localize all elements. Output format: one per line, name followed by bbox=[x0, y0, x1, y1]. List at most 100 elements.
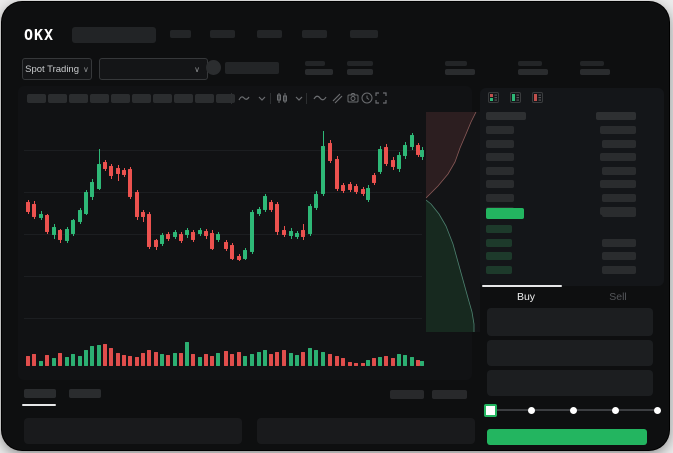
candle bbox=[65, 229, 69, 241]
volume-bar bbox=[65, 357, 69, 366]
nav-item[interactable] bbox=[170, 30, 191, 38]
volume-bar bbox=[32, 354, 36, 366]
ask-amount bbox=[600, 153, 636, 161]
history-icon[interactable] bbox=[360, 91, 374, 105]
volume-bar bbox=[116, 353, 120, 366]
ticker-stat-label bbox=[518, 61, 542, 66]
volume-bar bbox=[314, 350, 318, 366]
timeframe-button[interactable] bbox=[132, 94, 151, 103]
timeframe-button[interactable] bbox=[195, 94, 214, 103]
candle bbox=[204, 231, 208, 236]
candle bbox=[216, 234, 220, 240]
candle bbox=[97, 164, 101, 189]
timeframe-button[interactable] bbox=[174, 94, 193, 103]
candle bbox=[403, 145, 407, 156]
ask-price bbox=[486, 166, 514, 175]
camera-icon[interactable] bbox=[346, 91, 360, 105]
candle bbox=[52, 227, 56, 235]
candle bbox=[116, 168, 120, 174]
volume-bar bbox=[90, 346, 94, 366]
timeframe-button[interactable] bbox=[90, 94, 109, 103]
volume-bar bbox=[328, 354, 332, 366]
candle bbox=[210, 233, 214, 249]
indicators-icon[interactable] bbox=[313, 91, 327, 105]
timeframe-button[interactable] bbox=[69, 94, 88, 103]
candle bbox=[179, 234, 183, 241]
volume-bar bbox=[335, 356, 339, 366]
candlestick-chart[interactable] bbox=[24, 112, 424, 337]
market-type-dropdown[interactable]: Spot Trading ∨ bbox=[22, 58, 92, 80]
order-input-field[interactable] bbox=[487, 340, 653, 366]
candle bbox=[391, 160, 395, 167]
candle bbox=[78, 210, 82, 222]
chart-gridline bbox=[24, 150, 422, 151]
buy-submit-button[interactable] bbox=[487, 429, 647, 445]
slider-handle[interactable] bbox=[484, 404, 497, 417]
volume-bar bbox=[250, 354, 254, 366]
nav-item[interactable] bbox=[350, 30, 378, 38]
bottom-tab[interactable] bbox=[24, 389, 56, 398]
candle bbox=[32, 204, 36, 217]
volume-bar bbox=[216, 353, 220, 366]
slider-stop[interactable] bbox=[570, 406, 577, 414]
order-input-field[interactable] bbox=[487, 370, 653, 396]
timeframe-button[interactable] bbox=[153, 94, 172, 103]
volume-bar bbox=[204, 354, 208, 366]
candle bbox=[128, 169, 132, 197]
line-style-icon[interactable] bbox=[238, 91, 252, 105]
volume-bar bbox=[366, 360, 370, 366]
bid-amount bbox=[602, 238, 636, 247]
tab-sell[interactable]: Sell bbox=[609, 291, 627, 303]
chevron-down-icon: ∨ bbox=[83, 64, 89, 74]
slider-stop[interactable] bbox=[528, 406, 536, 414]
candle bbox=[257, 209, 261, 214]
chevron-down-icon[interactable] bbox=[292, 91, 306, 105]
volume-bar bbox=[354, 363, 358, 366]
bottom-tab[interactable] bbox=[69, 389, 101, 398]
candle bbox=[154, 240, 158, 247]
volume-bar bbox=[103, 344, 107, 366]
candle-type-icon[interactable] bbox=[275, 91, 289, 105]
nav-item[interactable] bbox=[210, 30, 235, 38]
volume-bar bbox=[97, 345, 101, 366]
candle bbox=[71, 220, 75, 234]
volume-bar bbox=[84, 350, 88, 366]
bid-price bbox=[486, 265, 512, 274]
candle bbox=[173, 232, 177, 237]
active-tab-indicator bbox=[482, 285, 562, 287]
candle bbox=[348, 184, 352, 190]
volume-bar bbox=[71, 354, 75, 366]
nav-item[interactable] bbox=[302, 30, 327, 38]
ask-price bbox=[486, 193, 514, 202]
compare-icon[interactable] bbox=[330, 91, 344, 105]
search-input[interactable] bbox=[72, 27, 156, 43]
ask-amount bbox=[602, 166, 636, 175]
chevron-down-icon[interactable] bbox=[255, 91, 269, 105]
book-asks-icon[interactable] bbox=[532, 92, 543, 103]
slider-stop[interactable] bbox=[611, 406, 619, 414]
nav-item[interactable] bbox=[257, 30, 282, 38]
chart-panel bbox=[18, 86, 472, 380]
candle bbox=[103, 162, 107, 169]
timeframe-button[interactable] bbox=[48, 94, 67, 103]
ask-amount bbox=[602, 193, 636, 202]
pair-selector-dropdown[interactable]: ∨ bbox=[99, 58, 208, 80]
book-both-icon[interactable] bbox=[488, 92, 499, 103]
candle bbox=[301, 230, 305, 237]
timeframe-button[interactable] bbox=[111, 94, 130, 103]
slider-stop[interactable] bbox=[653, 406, 661, 414]
timeframe-button[interactable] bbox=[216, 94, 235, 103]
ticker-stat-value bbox=[445, 69, 475, 75]
candle bbox=[141, 212, 145, 217]
bottom-action-button[interactable] bbox=[432, 390, 467, 399]
book-bids-icon[interactable] bbox=[510, 92, 521, 103]
fullscreen-icon[interactable] bbox=[374, 91, 388, 105]
bottom-action-button[interactable] bbox=[390, 390, 424, 399]
volume-bar bbox=[391, 358, 395, 366]
order-input-field[interactable] bbox=[487, 308, 653, 336]
bid-price bbox=[486, 225, 512, 233]
volume-bar bbox=[341, 358, 345, 366]
tab-buy[interactable]: Buy bbox=[516, 291, 536, 303]
timeframe-button[interactable] bbox=[27, 94, 46, 103]
